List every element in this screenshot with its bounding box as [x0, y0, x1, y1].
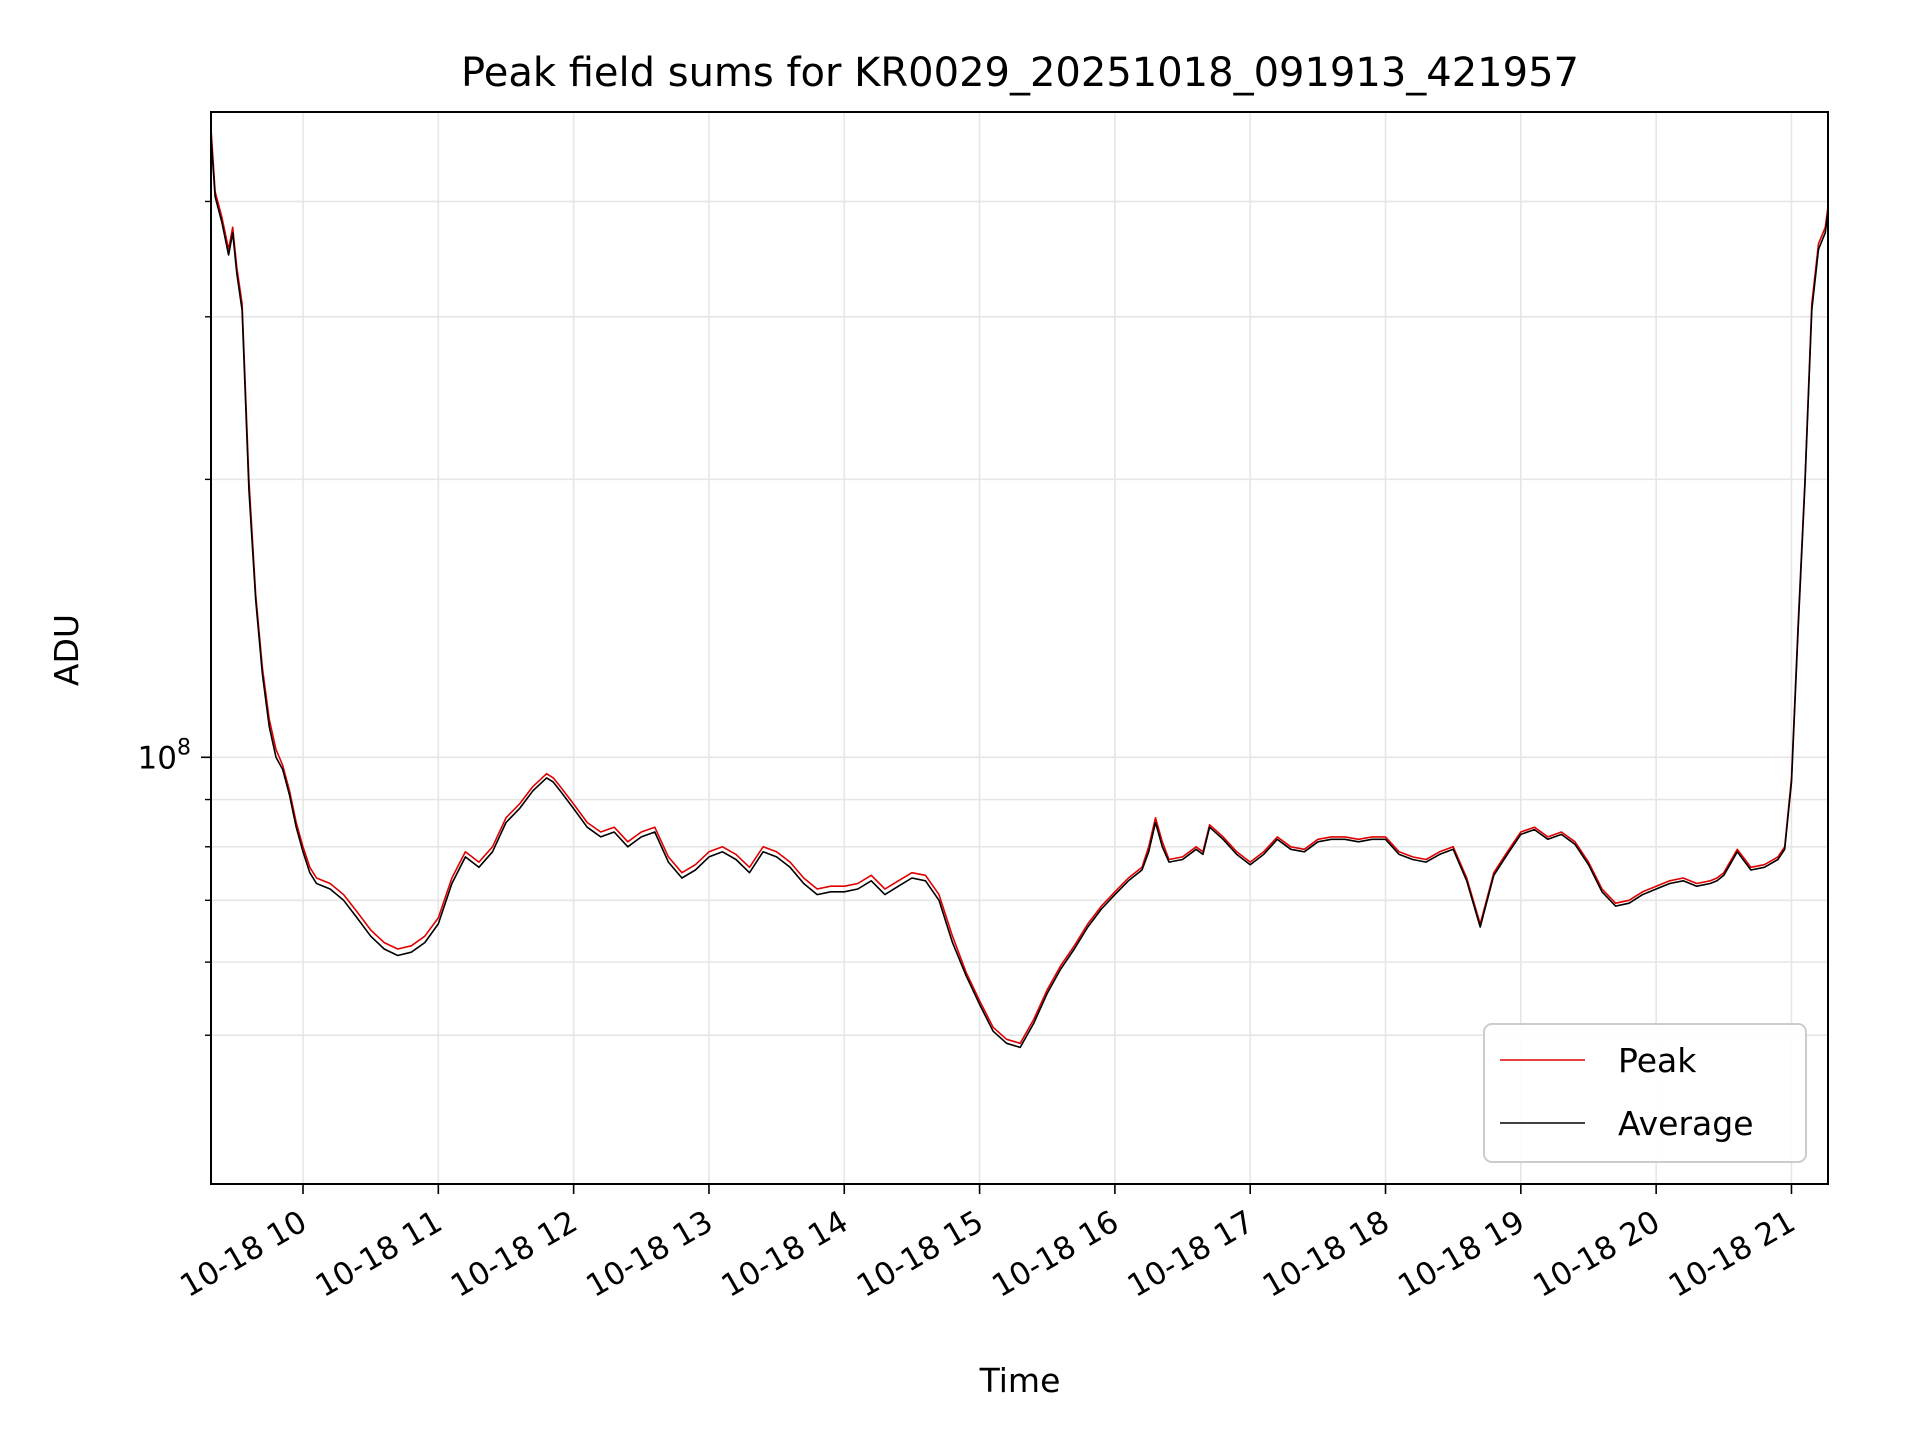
grid-lines	[211, 112, 1828, 1184]
legend-label-peak: Peak	[1618, 1041, 1697, 1080]
legend-box	[1483, 1023, 1807, 1163]
y-tick-base: 10	[138, 740, 177, 776]
series-line-peak	[210, 128, 1829, 1045]
plot-frame	[210, 111, 1829, 1185]
y-tick-label: 108	[138, 735, 191, 776]
y-tick-exponent: 8	[177, 735, 191, 760]
y-axis-ticks: 108	[138, 200, 211, 1036]
series-line-average	[210, 136, 1829, 1049]
legend-label-average: Average	[1618, 1104, 1754, 1143]
chart-title: Peak field sums for KR0029_20251018_0919…	[461, 50, 1579, 96]
y-axis-label: ADU	[47, 614, 86, 686]
series-lines	[210, 128, 1829, 1049]
legend: Peak Average	[1483, 1023, 1807, 1163]
x-axis-label: Time	[979, 1361, 1061, 1400]
